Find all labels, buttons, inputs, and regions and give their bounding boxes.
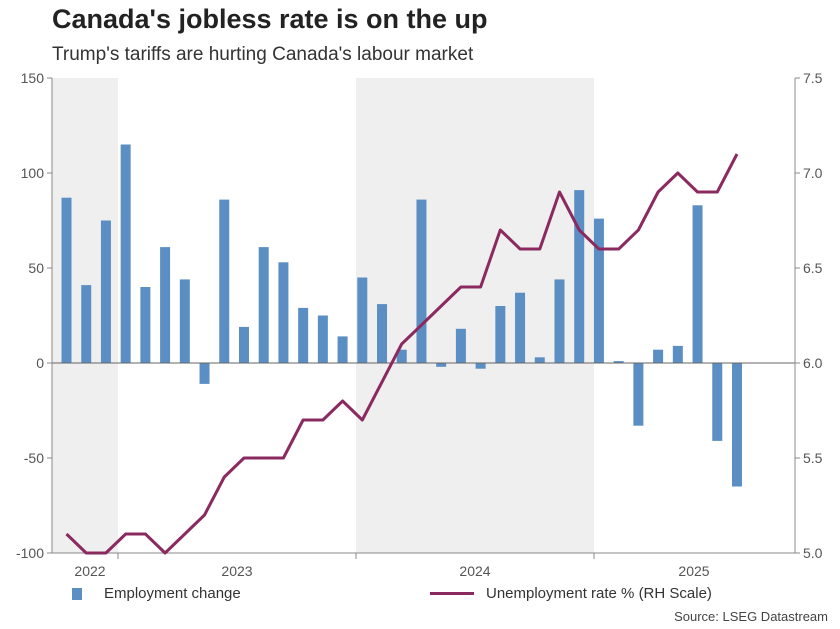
x-year-label: 2025: [678, 563, 709, 579]
bar-employment-change: [692, 205, 703, 363]
bar-employment-change: [179, 279, 190, 363]
bar-employment-change: [238, 326, 249, 363]
source-note: Source: LSEG Datastream: [674, 609, 828, 624]
bar-employment-change: [61, 197, 72, 363]
x-year-label: 2023: [221, 563, 252, 579]
bar-employment-change: [495, 306, 506, 363]
left-tick-label: 100: [21, 165, 45, 181]
bar-employment-change: [357, 277, 368, 363]
bar-employment-change: [633, 363, 644, 426]
right-tick-label: 5.5: [803, 450, 823, 466]
bar-employment-change: [100, 220, 111, 363]
left-tick-label: -100: [16, 545, 44, 561]
right-tick-label: 6.0: [803, 355, 823, 371]
left-tick-label: 0: [36, 355, 44, 371]
unemployment-rate-line: [65, 153, 739, 555]
shaded-year-2024: [356, 78, 594, 553]
bar-employment-change: [554, 279, 565, 363]
legend-line-swatch: [430, 592, 474, 595]
legend-employment-change: Employment change: [72, 585, 241, 602]
right-tick-label: 6.5: [803, 260, 823, 276]
x-year-label: 2024: [459, 563, 490, 579]
legend-employment-label: Employment change: [104, 585, 241, 602]
chart-subtitle: Trump's tariffs are hurting Canada's lab…: [52, 44, 474, 65]
bar-employment-change: [219, 199, 230, 363]
bar-employment-change: [515, 292, 526, 363]
bar-employment-change: [534, 357, 545, 363]
bar-employment-change: [298, 307, 309, 363]
chart-title: Canada's jobless rate is on the up: [52, 4, 488, 34]
legend-bar-swatch: [72, 587, 82, 600]
bar-employment-change: [436, 363, 447, 367]
bar-employment-change: [396, 349, 407, 363]
bar-employment-change: [258, 247, 269, 363]
bar-employment-change: [653, 349, 664, 363]
right-tick-label: 7.0: [803, 165, 823, 181]
bar-employment-change: [712, 363, 723, 441]
bar-employment-change: [278, 262, 289, 363]
bar-employment-change: [317, 315, 328, 363]
left-tick-label: -50: [24, 450, 44, 466]
left-tick-label: 50: [28, 260, 44, 276]
legend-unemployment-rate: Unemployment rate % (RH Scale): [430, 585, 712, 602]
bar-employment-change: [199, 363, 210, 384]
bar-employment-change: [593, 218, 604, 363]
bar-employment-change: [613, 361, 624, 363]
legend-unemployment-label: Unemployment rate % (RH Scale): [486, 585, 712, 602]
left-tick-label: 150: [21, 70, 45, 86]
right-tick-label: 7.5: [803, 70, 823, 86]
bar-employment-change: [81, 285, 92, 363]
bar-employment-change: [731, 363, 742, 487]
bar-employment-change: [160, 247, 171, 363]
bar-employment-change: [574, 190, 585, 363]
bar-employment-change: [120, 144, 131, 363]
bar-employment-change: [377, 304, 388, 363]
bar-employment-change: [337, 336, 348, 363]
bar-employment-change: [475, 363, 486, 369]
right-tick-label: 5.0: [803, 545, 823, 561]
x-year-label: 2022: [74, 563, 105, 579]
bar-employment-change: [455, 328, 466, 363]
bar-employment-change: [140, 287, 151, 363]
bar-employment-change: [416, 199, 427, 363]
bar-employment-change: [672, 345, 683, 363]
